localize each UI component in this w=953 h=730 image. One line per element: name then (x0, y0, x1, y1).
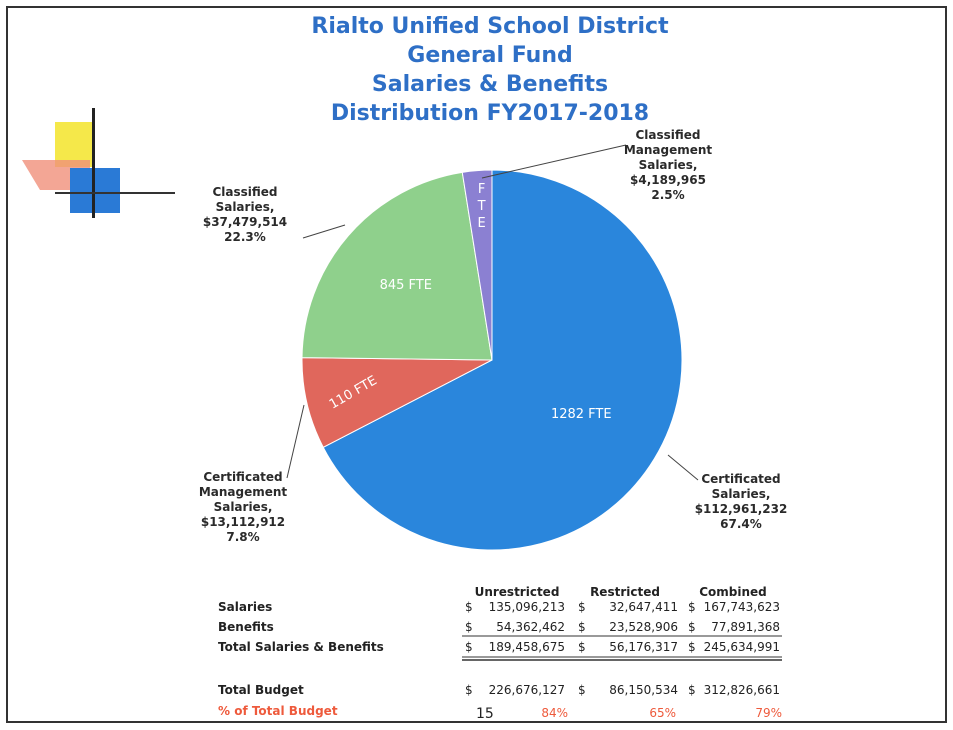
amount: 54,362,462 (496, 620, 565, 634)
slice-label: Classified Management Salaries, $4,189,96… (608, 128, 728, 203)
slice-amount: $37,479,514 (202, 215, 288, 229)
column-header: Combined (699, 585, 767, 599)
pie-slice (461, 169, 493, 361)
fte-label: 1282 FTE (551, 407, 612, 422)
slice-label: Certificated Salaries, $112,961,232 67.4% (676, 472, 806, 532)
amount: 135,096,213 (488, 600, 565, 614)
title: Rialto Unified School District General Fu… (230, 12, 750, 128)
percent: 84% (541, 706, 568, 720)
amount: 32,647,411 (609, 600, 678, 614)
column-header: Unrestricted (474, 585, 560, 599)
currency-sign: $ (688, 620, 696, 634)
column-header: Restricted (590, 585, 660, 599)
amount: 23,528,906 (609, 620, 678, 634)
amount: 167,743,623 (703, 600, 780, 614)
amount: 226,676,127 (488, 683, 565, 697)
pie-slice (301, 171, 493, 361)
currency-sign: $ (465, 640, 473, 654)
slice-label: Classified Salaries, $37,479,514 22.3% (190, 185, 300, 245)
pie-slice (322, 169, 683, 551)
slice-percent: 7.8% (226, 530, 260, 544)
currency-sign: $ (465, 600, 473, 614)
pie-slice (301, 357, 493, 448)
slice-amount: $13,112,912 (200, 515, 286, 529)
fte-label: 845 FTE (380, 278, 432, 293)
title-line: Salaries & Benefits (371, 72, 609, 97)
slice-name: Classified Management Salaries, (623, 128, 713, 172)
amount: 77,891,368 (711, 620, 780, 634)
page-number: 15 (476, 706, 494, 722)
amount: 245,634,991 (703, 640, 780, 654)
amount: 56,176,317 (609, 640, 678, 654)
title-line: Distribution FY2017-2018 (330, 101, 650, 126)
row-label: Salaries (218, 600, 273, 614)
amount: 86,150,534 (609, 683, 678, 697)
logo (22, 108, 175, 218)
fte-label: 49 FTE (474, 131, 489, 233)
row-label: Total Salaries & Benefits (218, 640, 384, 654)
amount: 189,458,675 (488, 640, 565, 654)
currency-sign: $ (465, 620, 473, 634)
slice-percent: 67.4% (720, 517, 762, 531)
currency-sign: $ (465, 683, 473, 697)
currency-sign: $ (578, 640, 586, 654)
currency-sign: $ (578, 620, 586, 634)
slice-name: Certificated Management Salaries, (198, 470, 288, 514)
currency-sign: $ (688, 600, 696, 614)
currency-sign: $ (578, 683, 586, 697)
slice-label: Certificated Management Salaries, $13,112… (183, 470, 303, 545)
currency-sign: $ (688, 683, 696, 697)
slice-percent: 22.3% (224, 230, 266, 244)
slice-amount: $4,189,965 (630, 173, 706, 187)
leader-line (667, 454, 699, 481)
percent: 65% (649, 706, 676, 720)
leader-line (286, 404, 305, 479)
leader-line (302, 224, 346, 239)
currency-sign: $ (578, 600, 586, 614)
title-line: General Fund (407, 43, 573, 68)
slice-name: Classified Salaries, (212, 185, 278, 214)
leader-line (481, 144, 627, 179)
title-line: Rialto Unified School District (311, 14, 669, 39)
slice-name: Certificated Salaries, (701, 472, 781, 501)
frame (6, 6, 947, 723)
slice-percent: 2.5% (651, 188, 685, 202)
percent: 79% (755, 706, 782, 720)
row-label: Total Budget (218, 683, 304, 697)
amount: 312,826,661 (703, 683, 780, 697)
currency-sign: $ (688, 640, 696, 654)
slice-amount: $112,961,232 (694, 502, 788, 516)
row-label: Benefits (218, 620, 274, 634)
row-label: % of Total Budget (218, 704, 338, 718)
